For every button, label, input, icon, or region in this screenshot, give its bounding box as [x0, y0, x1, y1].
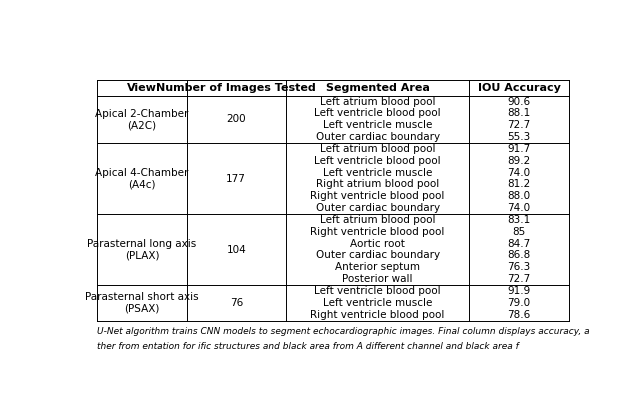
Text: Left ventricle blood pool: Left ventricle blood pool: [314, 286, 441, 296]
Text: 76: 76: [230, 298, 243, 308]
Text: Left ventricle muscle: Left ventricle muscle: [323, 168, 432, 178]
Text: Parasternal long axis
(PLAX): Parasternal long axis (PLAX): [88, 239, 196, 260]
Text: 72.7: 72.7: [508, 120, 531, 130]
Text: 78.6: 78.6: [508, 310, 531, 320]
Text: Left ventricle muscle: Left ventricle muscle: [323, 298, 432, 308]
Text: Apical 4-Chamber
(A4c): Apical 4-Chamber (A4c): [95, 168, 189, 189]
Text: Outer cardiac boundary: Outer cardiac boundary: [316, 250, 440, 260]
Text: 81.2: 81.2: [508, 180, 531, 190]
Text: 83.1: 83.1: [508, 215, 531, 225]
Text: Parasternal short axis
(PSAX): Parasternal short axis (PSAX): [85, 292, 199, 314]
Text: Anterior septum: Anterior septum: [335, 262, 420, 272]
Text: Apical 2-Chamber
(A2C): Apical 2-Chamber (A2C): [95, 108, 189, 130]
Text: View: View: [127, 83, 157, 93]
Text: 85: 85: [513, 227, 525, 237]
Text: Number of Images Tested: Number of Images Tested: [156, 83, 316, 93]
Text: 177: 177: [227, 174, 246, 184]
Text: Right ventricle blood pool: Right ventricle blood pool: [310, 310, 445, 320]
Text: Posterior wall: Posterior wall: [342, 274, 413, 284]
Text: 74.0: 74.0: [508, 203, 531, 213]
Text: 104: 104: [227, 244, 246, 254]
Text: Left ventricle blood pool: Left ventricle blood pool: [314, 156, 441, 166]
Text: 79.0: 79.0: [508, 298, 531, 308]
Text: Right atrium blood pool: Right atrium blood pool: [316, 180, 439, 190]
Text: 88.1: 88.1: [508, 108, 531, 118]
Text: Left atrium blood pool: Left atrium blood pool: [320, 215, 435, 225]
Text: Segmented Area: Segmented Area: [326, 83, 429, 93]
Text: 200: 200: [227, 114, 246, 124]
Text: Right ventricle blood pool: Right ventricle blood pool: [310, 191, 445, 201]
Text: 72.7: 72.7: [508, 274, 531, 284]
Text: Left ventricle blood pool: Left ventricle blood pool: [314, 108, 441, 118]
Text: 88.0: 88.0: [508, 191, 531, 201]
Text: 89.2: 89.2: [508, 156, 531, 166]
Text: 55.3: 55.3: [508, 132, 531, 142]
Text: IOU Accuracy: IOU Accuracy: [477, 83, 561, 93]
Text: 91.7: 91.7: [508, 144, 531, 154]
Text: Left atrium blood pool: Left atrium blood pool: [320, 144, 435, 154]
Text: 76.3: 76.3: [508, 262, 531, 272]
Text: Left ventricle muscle: Left ventricle muscle: [323, 120, 432, 130]
Text: 74.0: 74.0: [508, 168, 531, 178]
Text: Outer cardiac boundary: Outer cardiac boundary: [316, 203, 440, 213]
Text: Aortic root: Aortic root: [350, 239, 405, 249]
Text: Right ventricle blood pool: Right ventricle blood pool: [310, 227, 445, 237]
Text: 86.8: 86.8: [508, 250, 531, 260]
Text: ther from entation for ific structures and black area from A different channel a: ther from entation for ific structures a…: [97, 342, 519, 351]
Text: 84.7: 84.7: [508, 239, 531, 249]
Text: 91.9: 91.9: [508, 286, 531, 296]
Text: Outer cardiac boundary: Outer cardiac boundary: [316, 132, 440, 142]
Text: Left atrium blood pool: Left atrium blood pool: [320, 97, 435, 107]
Text: U-Net algorithm trains CNN models to segment echocardiographic images. Final col: U-Net algorithm trains CNN models to seg…: [97, 327, 590, 336]
Text: 90.6: 90.6: [508, 97, 531, 107]
